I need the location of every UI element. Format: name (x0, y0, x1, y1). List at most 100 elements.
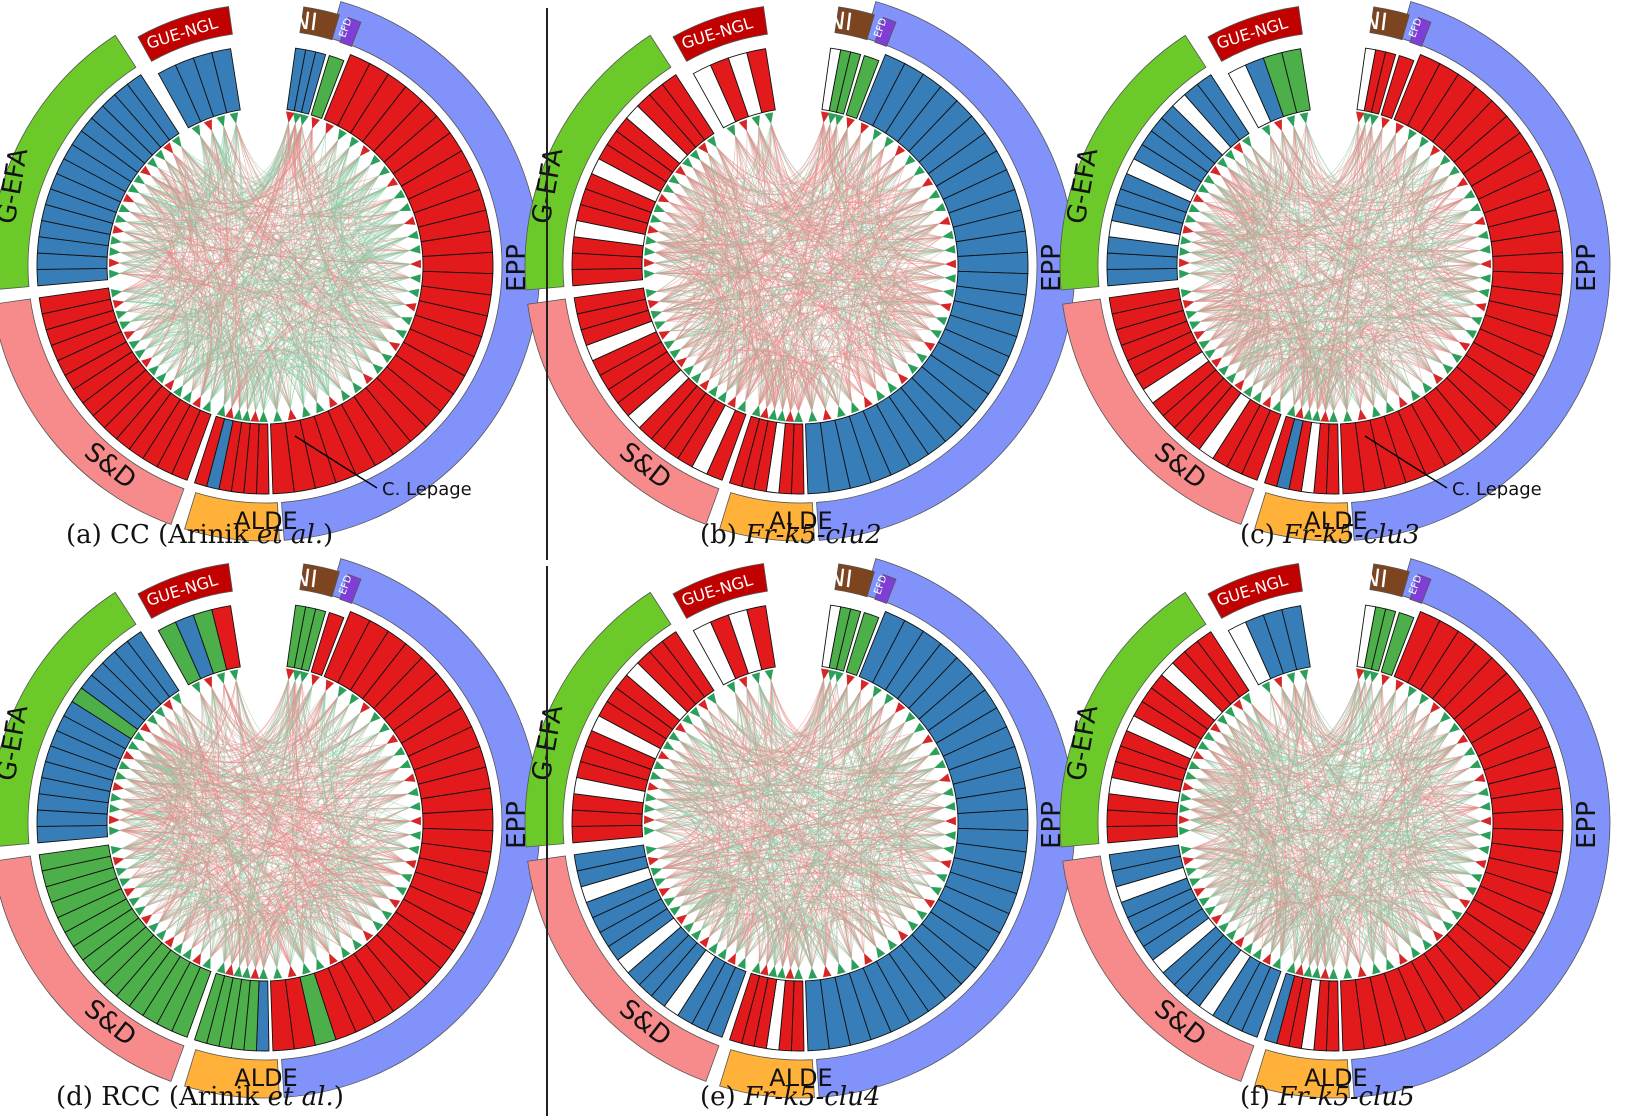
edge (119, 123, 237, 264)
edge (1386, 134, 1431, 183)
edge (655, 252, 839, 406)
edge (158, 223, 404, 366)
edge (655, 175, 715, 274)
edge (700, 160, 945, 279)
edge (151, 175, 241, 409)
arrow-tip (647, 300, 660, 309)
edge (675, 330, 865, 397)
edge (655, 186, 922, 274)
edge (288, 122, 353, 383)
edge (130, 318, 187, 380)
edge (659, 126, 760, 302)
edge (669, 202, 776, 409)
edge (145, 329, 214, 397)
edge (679, 184, 917, 354)
arrow-tip (1286, 115, 1295, 127)
edge (145, 153, 197, 350)
edge (686, 175, 931, 331)
edge (655, 252, 839, 406)
edge (152, 250, 410, 358)
edge (140, 322, 189, 366)
edge (1194, 292, 1466, 331)
arrow-tip (352, 381, 363, 394)
edge (331, 165, 379, 208)
edge (1192, 290, 1252, 373)
arrow-tip (127, 740, 140, 751)
edge (701, 122, 824, 373)
edge (365, 302, 405, 343)
node-segment (573, 287, 647, 315)
edge (120, 252, 291, 409)
node-segment (746, 48, 776, 114)
edge (654, 128, 848, 264)
edge (130, 211, 197, 380)
edge (130, 315, 227, 406)
edge (333, 156, 387, 208)
edge (182, 223, 404, 386)
edge (659, 301, 723, 386)
edge (745, 186, 922, 401)
edge (693, 147, 742, 366)
arrow-tip (650, 771, 662, 780)
arrow-tip (851, 958, 860, 971)
edge (1269, 136, 1466, 331)
edge (661, 221, 698, 332)
arrow-tip (644, 258, 656, 268)
edge (655, 252, 750, 401)
arrow-tip (154, 149, 166, 161)
edge (121, 136, 211, 243)
edge (656, 241, 727, 373)
edge (120, 140, 338, 274)
arrow-tip (259, 967, 268, 979)
arrow-tip (192, 396, 201, 408)
edge (659, 301, 721, 380)
edge (145, 340, 205, 397)
edge (701, 357, 799, 412)
edge (120, 273, 396, 331)
arrow-tip (1179, 258, 1191, 268)
edge (1244, 198, 1464, 380)
edge (659, 294, 720, 341)
group-ring (0, 1, 541, 542)
arrow-tip (662, 183, 675, 194)
arrow-tip (934, 202, 946, 212)
arrow-tip (191, 124, 201, 137)
arrow-tip (119, 321, 132, 330)
edge (659, 211, 692, 302)
edge (863, 299, 940, 383)
edge (140, 250, 410, 341)
edge (686, 175, 888, 383)
arrow-tip (904, 154, 916, 166)
edge (670, 328, 799, 412)
edge (674, 192, 730, 392)
arrow-tip (369, 154, 381, 166)
edge (174, 322, 389, 380)
edge (824, 329, 931, 409)
edge (758, 186, 922, 406)
edge (298, 147, 350, 406)
arrow-tip (675, 165, 687, 176)
arrow-tip (110, 793, 122, 802)
edge (657, 290, 783, 410)
arrow-tip (1295, 407, 1304, 419)
edge (687, 335, 737, 386)
arrow-tip (658, 330, 671, 340)
arrow-tip (647, 782, 660, 791)
edge (735, 134, 861, 397)
edge (716, 147, 761, 401)
arrow-tip (894, 145, 906, 157)
edge (716, 128, 848, 185)
edge (745, 352, 852, 402)
edge (333, 140, 389, 343)
edge (662, 277, 945, 312)
edge (239, 124, 296, 409)
edge (327, 147, 370, 193)
edge (883, 223, 939, 374)
edge (337, 147, 410, 279)
edge (223, 126, 382, 354)
edge (247, 364, 317, 411)
edge (182, 342, 243, 409)
edge (665, 211, 940, 305)
edge (124, 186, 387, 302)
arrow-tip (768, 965, 777, 978)
